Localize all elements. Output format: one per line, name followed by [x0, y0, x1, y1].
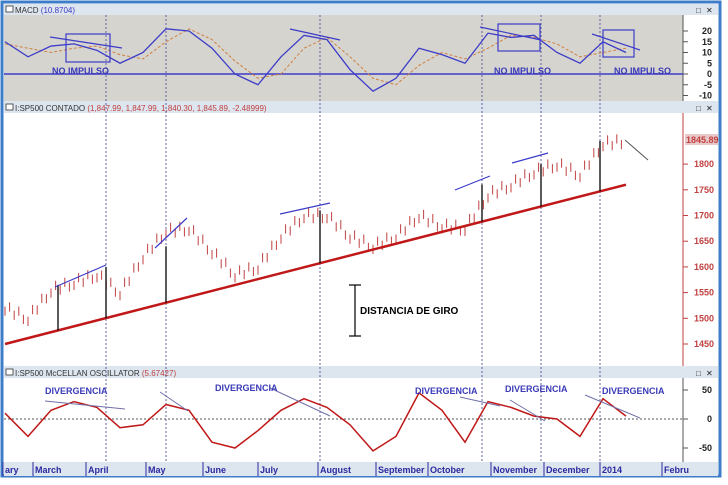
turn-distance-label: DISTANCIA DE GIRO [360, 306, 459, 317]
month-label: July [260, 465, 278, 475]
month-label: March [35, 465, 62, 475]
month-label: September [378, 465, 425, 475]
no-impulse-box [602, 29, 635, 58]
close-button[interactable]: ✕ [706, 6, 713, 15]
month-label: November [493, 465, 538, 475]
macd-header [4, 4, 718, 15]
macd-trendline [479, 26, 542, 41]
oscillator-line [4, 391, 627, 452]
restore-button[interactable]: □ [696, 6, 701, 15]
divergence-line [159, 391, 189, 412]
osc-tick-label: 50 [702, 385, 712, 395]
macd-trendline [49, 36, 123, 49]
month-label: 2014 [602, 465, 622, 475]
price-tick-label: 1650 [694, 236, 714, 246]
no-impulse-box [65, 33, 111, 63]
month-label: October [430, 465, 465, 475]
macd-tick-label: 15 [702, 37, 712, 47]
time-axis [4, 462, 718, 476]
price-trendline [454, 175, 491, 191]
no-impulse-label: NO IMPULSO [614, 66, 671, 76]
panel-icon[interactable] [5, 368, 14, 376]
month-label: August [320, 465, 351, 475]
no-impulse-label: NO IMPULSO [494, 66, 551, 76]
price-tick-label: 1500 [694, 313, 714, 323]
osc-header [4, 366, 718, 378]
no-impulse-box [497, 23, 541, 52]
month-label: ary [5, 465, 19, 475]
restore-button[interactable]: □ [696, 104, 701, 113]
osc-title: I:SP500 McCELLAN OSCILLATOR (5.67427) [15, 369, 176, 378]
macd-title: MACD (10.8704) [15, 6, 75, 15]
month-label: December [546, 465, 590, 475]
divergence-line [459, 396, 501, 407]
price-tick-label: 1450 [694, 339, 714, 349]
last-price-badge [685, 134, 718, 145]
month-label: June [205, 465, 226, 475]
price-trendline [154, 217, 188, 249]
close-button[interactable]: ✕ [706, 369, 713, 378]
price-title: I:SP500 CONTADO (1,847.99, 1,847.99, 1,8… [15, 104, 267, 113]
macd-tick-label: 20 [702, 26, 712, 36]
price-tick-label: 1750 [694, 185, 714, 195]
divergence-line [584, 394, 641, 419]
price-tick-label: 1700 [694, 211, 714, 221]
divergence-line [269, 387, 331, 417]
macd-signal-line [4, 28, 627, 86]
price-trendline [511, 152, 549, 164]
macd-tick-label: 10 [702, 48, 712, 58]
osc-tick-label: 0 [707, 414, 712, 424]
price-trendline [279, 202, 331, 215]
macd-tick-label: 0 [707, 69, 712, 79]
projection-line [624, 139, 649, 161]
divergence-label: DIVERGENCIA [602, 386, 665, 396]
divergence-label: DIVERGENCIA [45, 386, 108, 396]
month-label: May [148, 465, 166, 475]
month-label: April [88, 465, 109, 475]
divergence-label: DIVERGENCIA [215, 383, 278, 393]
panel-icon[interactable] [5, 103, 14, 111]
month-label: Febru [664, 465, 689, 475]
macd-trendline [591, 33, 641, 51]
last-price: 1845.89 [686, 135, 719, 145]
panel-icon[interactable] [5, 5, 14, 13]
no-impulse-label: NO IMPULSO [52, 66, 109, 76]
turn-distance-bracket [349, 284, 361, 337]
price-tick-label: 1800 [694, 159, 714, 169]
divergence-label: DIVERGENCIA [415, 386, 478, 396]
macd-trendline [289, 28, 341, 41]
restore-button[interactable]: □ [696, 369, 701, 378]
price-header [4, 101, 718, 113]
close-button[interactable]: ✕ [706, 104, 713, 113]
divergence-line [44, 400, 126, 410]
support-trendline [4, 183, 627, 346]
macd-tick-label: 5 [707, 58, 712, 68]
price-tick-label: 1600 [694, 262, 714, 272]
macd-tick-label: -5 [704, 80, 712, 90]
divergence-line [509, 399, 546, 422]
price-trendline [54, 264, 107, 288]
macd-tick-label: -10 [699, 91, 712, 101]
divergence-label: DIVERGENCIA [505, 384, 568, 394]
osc-tick-label: -50 [699, 443, 712, 453]
price-tick-label: 1550 [694, 288, 714, 298]
